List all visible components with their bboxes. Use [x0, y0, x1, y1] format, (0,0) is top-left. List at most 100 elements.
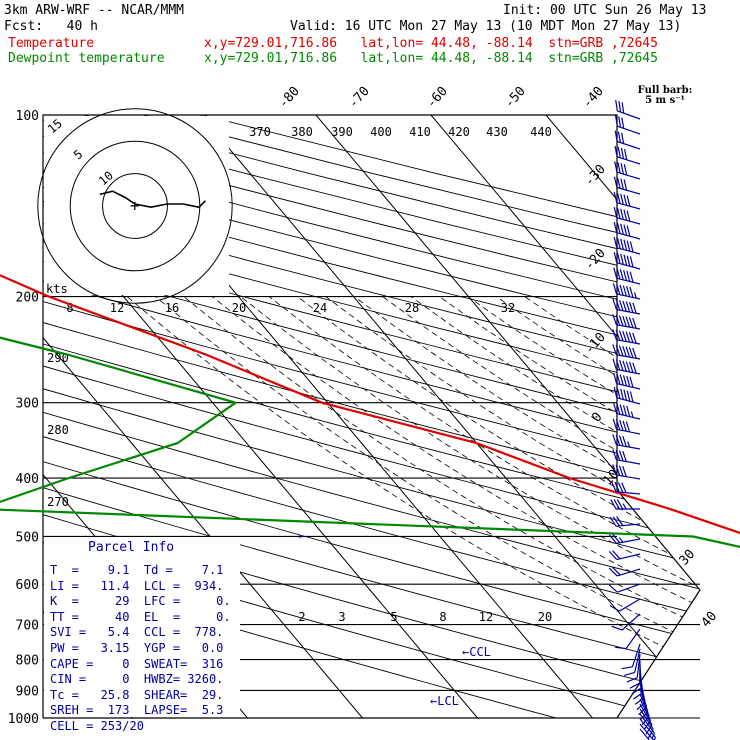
wind-barb-flag — [615, 449, 621, 461]
wind-barb-flag — [622, 503, 627, 510]
hodograph-center: + — [130, 196, 140, 215]
wind-barb — [609, 598, 641, 612]
wind-barb-flag — [611, 566, 621, 576]
hodograph-ring — [37, 108, 233, 304]
parcel-info-box — [44, 537, 240, 717]
wind-barb-flag — [624, 671, 635, 676]
wind-barb-flag — [626, 677, 638, 683]
dewpoint-legend-label: Dewpoint temperature — [8, 51, 165, 66]
wind-barb-flag — [622, 300, 627, 312]
wind-barb-staff — [617, 110, 641, 120]
wind-barb-flag — [626, 195, 631, 207]
wind-barb-flag — [653, 737, 656, 740]
hodograph-ring — [102, 173, 168, 239]
wind-barb-flag — [628, 317, 634, 328]
theta-label: 430 — [486, 125, 508, 139]
wind-barb-flag — [632, 332, 637, 344]
wind-barb — [624, 648, 641, 676]
wind-barb-flag — [643, 720, 651, 730]
theta-label: 400 — [370, 125, 392, 139]
wind-barb-flag — [612, 314, 617, 325]
wind-barb-flag — [616, 252, 621, 264]
temperature-tick-label: 16 — [165, 301, 179, 315]
moist-adiabat — [410, 296, 700, 718]
wind-barb-flag — [622, 451, 627, 462]
dry-adiabat — [43, 115, 700, 718]
wind-barb-flag — [623, 224, 628, 236]
wind-barb-flag — [618, 315, 624, 327]
wind-barb-staff — [616, 368, 641, 375]
wind-barb-staff — [617, 125, 641, 135]
wind-barb — [639, 698, 652, 730]
wind-barb-staff — [631, 643, 641, 667]
wind-barb-flag — [621, 666, 633, 670]
wind-barb-flag — [612, 464, 617, 476]
plot-frame — [42, 114, 701, 719]
wind-barb-flag — [614, 161, 618, 173]
parcel-info-title: Parcel Info — [88, 540, 175, 555]
wind-barb-staff — [616, 308, 641, 315]
full-barb-units: 5 m s⁻¹ — [645, 95, 685, 106]
pressure-tick-label: 600 — [16, 578, 39, 593]
mixing-ratio-label: 2 — [298, 610, 305, 624]
wind-barb-staff — [616, 397, 641, 405]
wind-barb-flag — [615, 329, 621, 341]
parcel-info-row: LI = 11.4 LCL = 934. — [50, 578, 224, 593]
dry-adiabat — [43, 115, 700, 718]
wind-barb-flag — [617, 177, 621, 189]
temperature-tick-label: 24 — [313, 301, 327, 315]
wind-barb-flag — [613, 191, 618, 203]
wind-barb — [613, 176, 641, 195]
wind-barb-flag — [620, 208, 624, 220]
wind-barb-flag — [622, 346, 627, 357]
wind-barb-flag — [626, 375, 631, 387]
wind-barb-flag — [626, 225, 631, 237]
isotherm-label: 0 — [589, 410, 605, 426]
pressure-tick-label: 800 — [16, 654, 39, 669]
wind-barb-flag — [632, 362, 637, 374]
wind-barb — [612, 283, 641, 300]
dewpoint-trace — [0, 336, 740, 548]
wind-barb-flag — [620, 223, 624, 235]
valid-time-label: Valid: 16 UTC Mon 27 May 13 (10 MDT Mon … — [290, 19, 682, 34]
wind-barb-flag — [617, 482, 624, 493]
wind-barb-flag — [626, 270, 631, 282]
pressure-tick-label: 700 — [16, 619, 39, 634]
parcel-info-row: SVI = 5.4 CCL = 778. — [50, 625, 224, 640]
wind-barb-flag — [619, 420, 624, 431]
wind-barb-flag — [614, 481, 620, 493]
theta-label-left: 280 — [47, 423, 69, 437]
isotherm-line — [315, 115, 700, 718]
wind-barb — [609, 516, 641, 527]
isotherm-line — [200, 115, 700, 718]
pressure-tick-label: 200 — [16, 291, 39, 306]
wind-barb-flag — [608, 584, 618, 593]
wind-barb-flag — [611, 625, 623, 631]
wind-barb — [615, 628, 641, 650]
wind-barb-flag — [614, 130, 618, 142]
wind-barb-flag — [618, 330, 624, 342]
wind-barb — [613, 206, 641, 225]
dry-adiabat — [43, 115, 700, 718]
wind-barb-flag — [618, 116, 622, 128]
wind-barb-flag — [617, 131, 621, 143]
wind-barb — [621, 643, 641, 670]
wind-barb-flag — [626, 405, 631, 417]
wind-barb-staff — [616, 553, 641, 561]
wind-barb-staff — [616, 293, 641, 300]
wind-barb-flag — [628, 332, 634, 343]
temperature-legend-label: Temperature — [8, 36, 95, 51]
moist-adiabat — [467, 296, 700, 718]
theta-label: 380 — [291, 125, 313, 139]
moist-adiabat — [325, 296, 700, 718]
wind-barb-flag — [622, 405, 627, 417]
isotherm-label: -50 — [502, 84, 529, 111]
wind-barb — [611, 613, 641, 631]
wind-barb-flag — [615, 464, 621, 476]
dry-adiabat — [43, 115, 700, 718]
wind-barb — [614, 130, 641, 150]
wind-barb-flag — [620, 193, 624, 205]
wind-barb — [612, 418, 641, 435]
wind-barb — [614, 115, 641, 135]
